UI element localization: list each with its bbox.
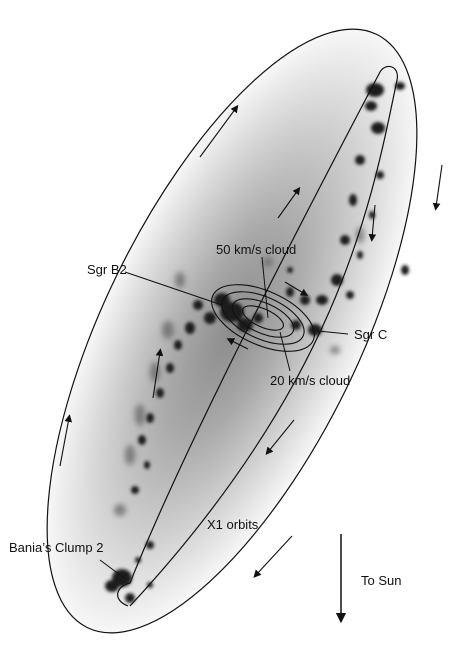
cloud-blob xyxy=(105,580,119,592)
cloud-blob xyxy=(291,320,301,330)
orbit-arrow-down-left xyxy=(265,419,295,455)
inner-arrow-left xyxy=(226,338,249,350)
inner-orbit-ellipse xyxy=(242,305,284,331)
emission-streak xyxy=(162,321,174,339)
emission-streak xyxy=(114,504,126,516)
cloud-blob xyxy=(253,313,263,323)
leader-50kms xyxy=(261,256,269,319)
cloud-blob xyxy=(146,541,154,549)
label-to-sun: To Sun xyxy=(361,573,401,588)
emission-streak xyxy=(175,272,185,288)
cloud-blob xyxy=(287,267,293,273)
leader-bania xyxy=(99,559,125,579)
cloud-blob xyxy=(131,486,139,494)
flow-arrow-down-left xyxy=(253,535,293,578)
leader-sgr-b2 xyxy=(124,271,223,306)
cloud-blob xyxy=(146,413,154,423)
flow-arrow-up-right xyxy=(59,414,73,467)
inner-orbits xyxy=(211,284,315,352)
x1-orbit-path xyxy=(117,65,398,607)
cloud-blob xyxy=(138,435,146,445)
cloud-blob xyxy=(204,312,216,324)
cloud-blob xyxy=(166,363,174,373)
inner-orbit-ellipse xyxy=(231,298,295,338)
cloud-blob xyxy=(300,295,310,305)
leader-sgr-c xyxy=(317,330,349,335)
cloud-blob xyxy=(346,291,354,299)
cloud-blob xyxy=(401,265,409,275)
cloud-blob xyxy=(193,300,203,310)
cloud-blob xyxy=(286,287,294,297)
cloud-blob xyxy=(331,274,343,286)
inner-orbit-ellipse xyxy=(221,291,305,345)
label-20kms-cloud: 20 km/s cloud xyxy=(270,373,350,388)
inner-orbit-ellipse xyxy=(211,284,315,352)
cloud-blob xyxy=(220,302,244,322)
emission-streak xyxy=(330,346,340,354)
molecular-cloud-blobs xyxy=(105,82,409,603)
cloud-blob xyxy=(376,171,384,179)
cloud-blob xyxy=(156,388,164,398)
cloud-blob xyxy=(357,251,363,259)
flow-arrows xyxy=(59,104,443,578)
label-bania-clump: Bania’s Clump 2 xyxy=(9,540,103,555)
cloud-blob xyxy=(125,593,135,603)
orbit-arrow-down xyxy=(368,204,377,242)
label-50kms-cloud: 50 km/s cloud xyxy=(216,242,296,257)
label-sgr-c: Sgr C xyxy=(354,327,387,342)
emission-streak xyxy=(125,445,135,465)
flow-arrow-down-right xyxy=(432,164,443,211)
emission-streak xyxy=(135,404,145,426)
cloud-blob xyxy=(144,461,150,469)
inner-arrow-right xyxy=(284,281,309,296)
cloud-blob xyxy=(366,83,384,97)
cloud-blob xyxy=(395,82,405,90)
leader-20kms xyxy=(279,331,291,372)
cloud-blob xyxy=(316,295,328,305)
label-sgr-b2: Sgr B2 xyxy=(87,262,127,277)
cloud-blob xyxy=(371,122,385,134)
cloud-blob xyxy=(308,324,322,336)
diffuse-emission xyxy=(114,227,364,516)
cloud-blob xyxy=(185,322,195,334)
cloud-blob xyxy=(174,340,182,350)
emission-streak xyxy=(356,227,364,243)
label-x1-orbits: X1 orbits xyxy=(207,517,259,532)
cloud-blob xyxy=(349,194,357,206)
flow-arrow-up-left xyxy=(199,104,239,158)
cloud-blob xyxy=(365,101,377,111)
leader-lines xyxy=(99,256,349,579)
cloud-blob xyxy=(355,155,365,165)
orbit-arrow-up xyxy=(152,348,164,399)
emission-streak xyxy=(263,257,273,267)
cloud-blob xyxy=(340,235,350,245)
orbit-arrow-up-right xyxy=(277,186,301,219)
